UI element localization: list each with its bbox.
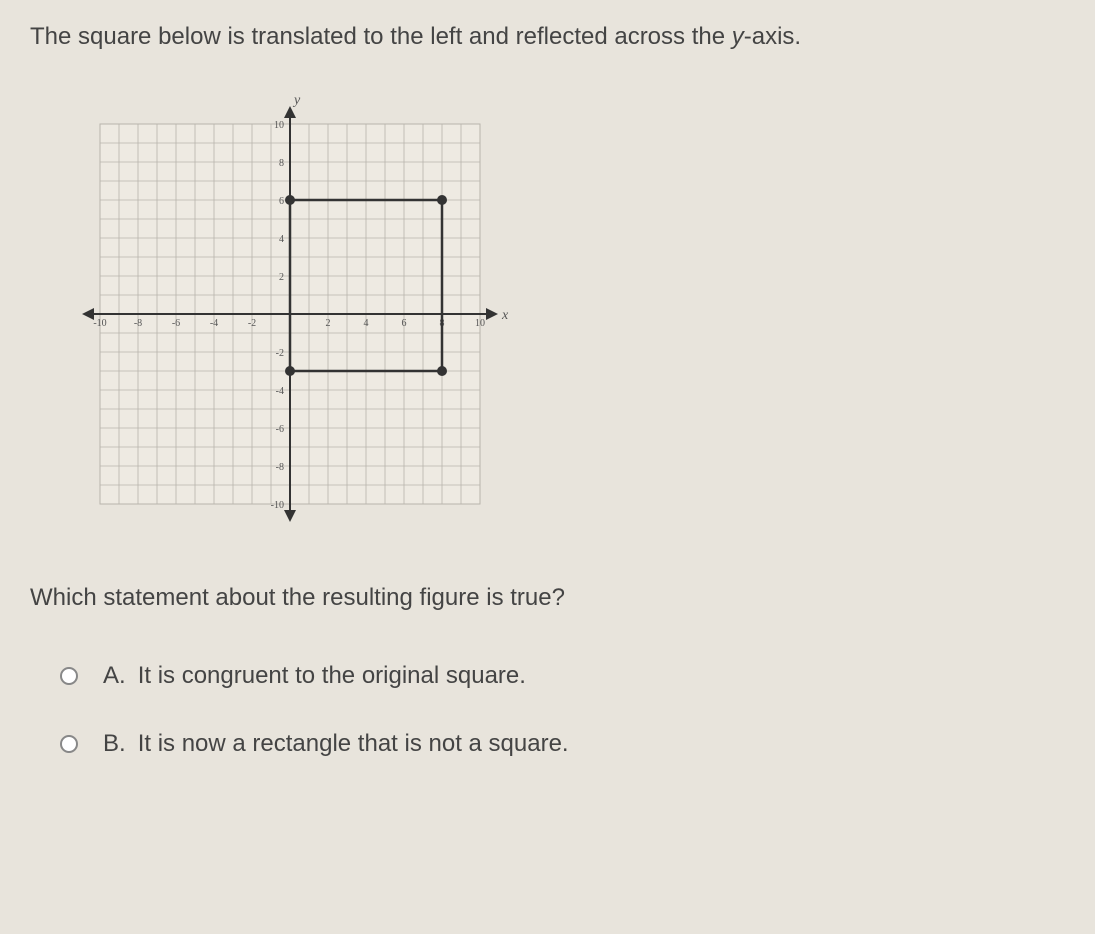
option-a-letter: A. xyxy=(103,662,126,689)
svg-text:-6: -6 xyxy=(172,318,180,329)
option-b-label: B. It is now a rectangle that is not a sq… xyxy=(103,730,569,758)
svg-text:4: 4 xyxy=(364,318,369,329)
svg-text:-4: -4 xyxy=(210,318,218,329)
prompt-text: Which statement about the resulting figu… xyxy=(30,584,1065,612)
svg-text:4: 4 xyxy=(279,234,284,245)
svg-text:-2: -2 xyxy=(248,318,256,329)
svg-text:2: 2 xyxy=(326,318,331,329)
question-suffix: -axis. xyxy=(744,23,801,50)
radio-a[interactable] xyxy=(60,667,78,685)
option-b[interactable]: B. It is now a rectangle that is not a sq… xyxy=(30,730,1065,758)
svg-text:x: x xyxy=(501,308,509,323)
option-a[interactable]: A. It is congruent to the original square… xyxy=(30,662,1065,690)
svg-text:-10: -10 xyxy=(271,500,284,511)
radio-b[interactable] xyxy=(60,735,78,753)
question-text: The square below is translated to the le… xyxy=(30,20,1065,54)
svg-text:6: 6 xyxy=(279,196,284,207)
svg-text:-8: -8 xyxy=(276,462,284,473)
svg-text:10: 10 xyxy=(475,318,485,329)
option-a-text: It is congruent to the original square. xyxy=(138,662,526,689)
svg-text:8: 8 xyxy=(279,158,284,169)
svg-text:-10: -10 xyxy=(93,318,106,329)
svg-text:2: 2 xyxy=(279,272,284,283)
svg-text:-6: -6 xyxy=(276,424,284,435)
question-prefix: The square below is translated to the le… xyxy=(30,23,732,50)
svg-text:-8: -8 xyxy=(134,318,142,329)
svg-text:-2: -2 xyxy=(276,348,284,359)
option-b-letter: B. xyxy=(103,730,126,757)
option-a-label: A. It is congruent to the original square… xyxy=(103,662,526,690)
coordinate-grid-chart: -10-8-6-4-2246810-10-8-6-4-2246810yx xyxy=(70,94,510,534)
grid-svg: -10-8-6-4-2246810-10-8-6-4-2246810yx xyxy=(70,94,510,534)
svg-text:6: 6 xyxy=(402,318,407,329)
option-b-text: It is now a rectangle that is not a squa… xyxy=(138,730,569,757)
svg-text:10: 10 xyxy=(274,120,284,131)
svg-text:-4: -4 xyxy=(276,386,284,397)
svg-text:y: y xyxy=(292,94,301,108)
question-italic: y xyxy=(732,23,744,50)
